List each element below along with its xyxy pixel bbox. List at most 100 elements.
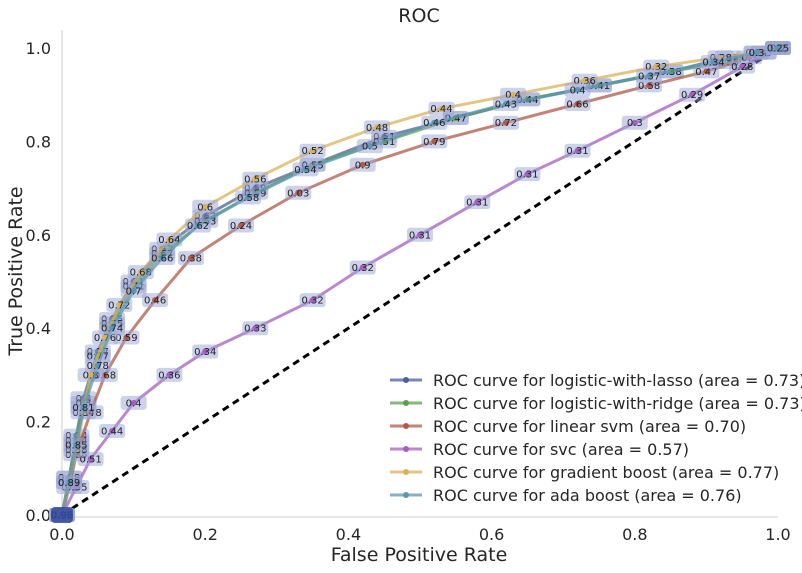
threshold-label: 0.3 [749,48,765,59]
x-tick-label: 0.2 [192,525,217,544]
threshold-label: 0.66 [566,100,588,111]
threshold-label: 0.34 [194,347,216,358]
data-point [581,77,588,84]
threshold-label: 0.48 [366,123,388,134]
threshold-label: 0.32 [352,263,374,274]
data-point [202,348,209,355]
data-point [431,138,438,145]
threshold-label: 0.47 [695,67,717,78]
threshold-label: 0.5 [362,142,378,153]
threshold-label: 0.7 [126,286,142,297]
legend-entry: ROC curve for logistic-with-lasso (area … [433,371,802,390]
series-layer: 0.960.880.840.80.770.750.710.670.630.590… [49,41,791,523]
data-point [130,399,137,406]
threshold-label: 0.36 [158,370,180,381]
threshold-label: 0.58 [237,193,259,204]
y-tick-label: 0.0 [26,506,51,525]
data-point [66,479,73,486]
data-point [510,91,517,98]
data-point [653,63,660,70]
threshold-label: 0.4 [126,398,142,409]
legend-swatch-marker [403,469,409,475]
threshold-label: 0.3 [627,118,643,129]
data-point [187,255,194,262]
data-point [417,231,423,238]
data-point [87,371,94,378]
threshold-label: 0.46 [144,296,166,307]
data-point [474,199,481,206]
legend-entry: ROC curve for logistic-with-ridge (area … [433,394,802,413]
legend-swatch-marker [403,423,409,429]
data-point [574,87,581,94]
x-tick-label: 0.8 [622,525,647,544]
data-point [152,297,159,304]
data-point [689,91,696,98]
data-point [753,49,760,56]
data-point [438,105,445,112]
data-point [109,427,116,434]
y-tick-label: 0.6 [26,226,51,245]
threshold-label: 0.8 [83,370,99,381]
threshold-label: 0.54 [294,165,316,176]
legend-entry: ROC curve for svc (area = 0.57) [433,440,689,459]
data-point [109,325,116,332]
threshold-label: 0.4 [505,90,521,101]
x-tick-label: 0.6 [479,525,504,544]
threshold-label: 0.72 [108,300,130,311]
data-point [252,175,259,182]
data-point [295,189,302,196]
data-point [574,147,581,154]
data-point [245,194,252,201]
threshold-label: 0.32 [301,296,323,307]
threshold-label: 0.51 [80,454,102,465]
threshold-label: 0.79 [423,137,445,148]
legend-swatch-marker [403,377,409,383]
threshold-label: 0.33 [244,324,266,335]
threshold-label: 0.36 [574,76,596,87]
threshold-label: 0.81 [72,403,94,414]
data-point [309,147,316,154]
threshold-label: 0.31 [466,198,488,209]
data-point [366,143,373,150]
data-point [374,124,381,131]
chart-title: ROC [398,5,439,27]
legend-swatch-marker [403,492,409,498]
data-point [502,119,509,126]
data-point [137,269,144,276]
origin-marker [51,507,73,523]
data-point [80,404,87,411]
data-point [238,222,244,229]
threshold-label: 0.89 [58,478,80,489]
threshold-label: 0.74 [101,324,123,335]
data-point [359,161,366,168]
data-point [431,119,438,126]
legend-entry: ROC curve for linear svm (area = 0.70) [433,417,746,436]
threshold-label: 0.44 [101,426,123,437]
y-tick-label: 0.4 [26,319,51,338]
axes [61,30,778,518]
x-tick-label: 0.4 [336,525,361,544]
data-point [502,101,509,108]
threshold-label: 0.59 [115,333,137,344]
y-tick-label: 0.8 [26,132,51,151]
data-point [159,255,166,262]
threshold-label: 0.58 [638,81,660,92]
data-point [703,68,710,75]
threshold-label: 0.38 [180,254,202,265]
data-point [195,222,202,229]
legend-entry: ROC curve for gradient boost (area = 0.7… [433,463,779,482]
data-point [574,101,581,108]
data-point [94,362,101,369]
data-point [130,287,137,294]
threshold-label: 0.31 [566,146,588,157]
data-point [73,441,80,448]
data-point [359,264,366,271]
threshold-label: 0.6 [197,202,213,213]
threshold-label: 0.29 [681,90,703,101]
threshold-label: 0.24 [230,221,252,232]
data-point [123,334,130,341]
data-point [116,301,123,308]
threshold-label: 0.66 [151,254,173,265]
threshold-label: 0.47 [445,114,467,125]
